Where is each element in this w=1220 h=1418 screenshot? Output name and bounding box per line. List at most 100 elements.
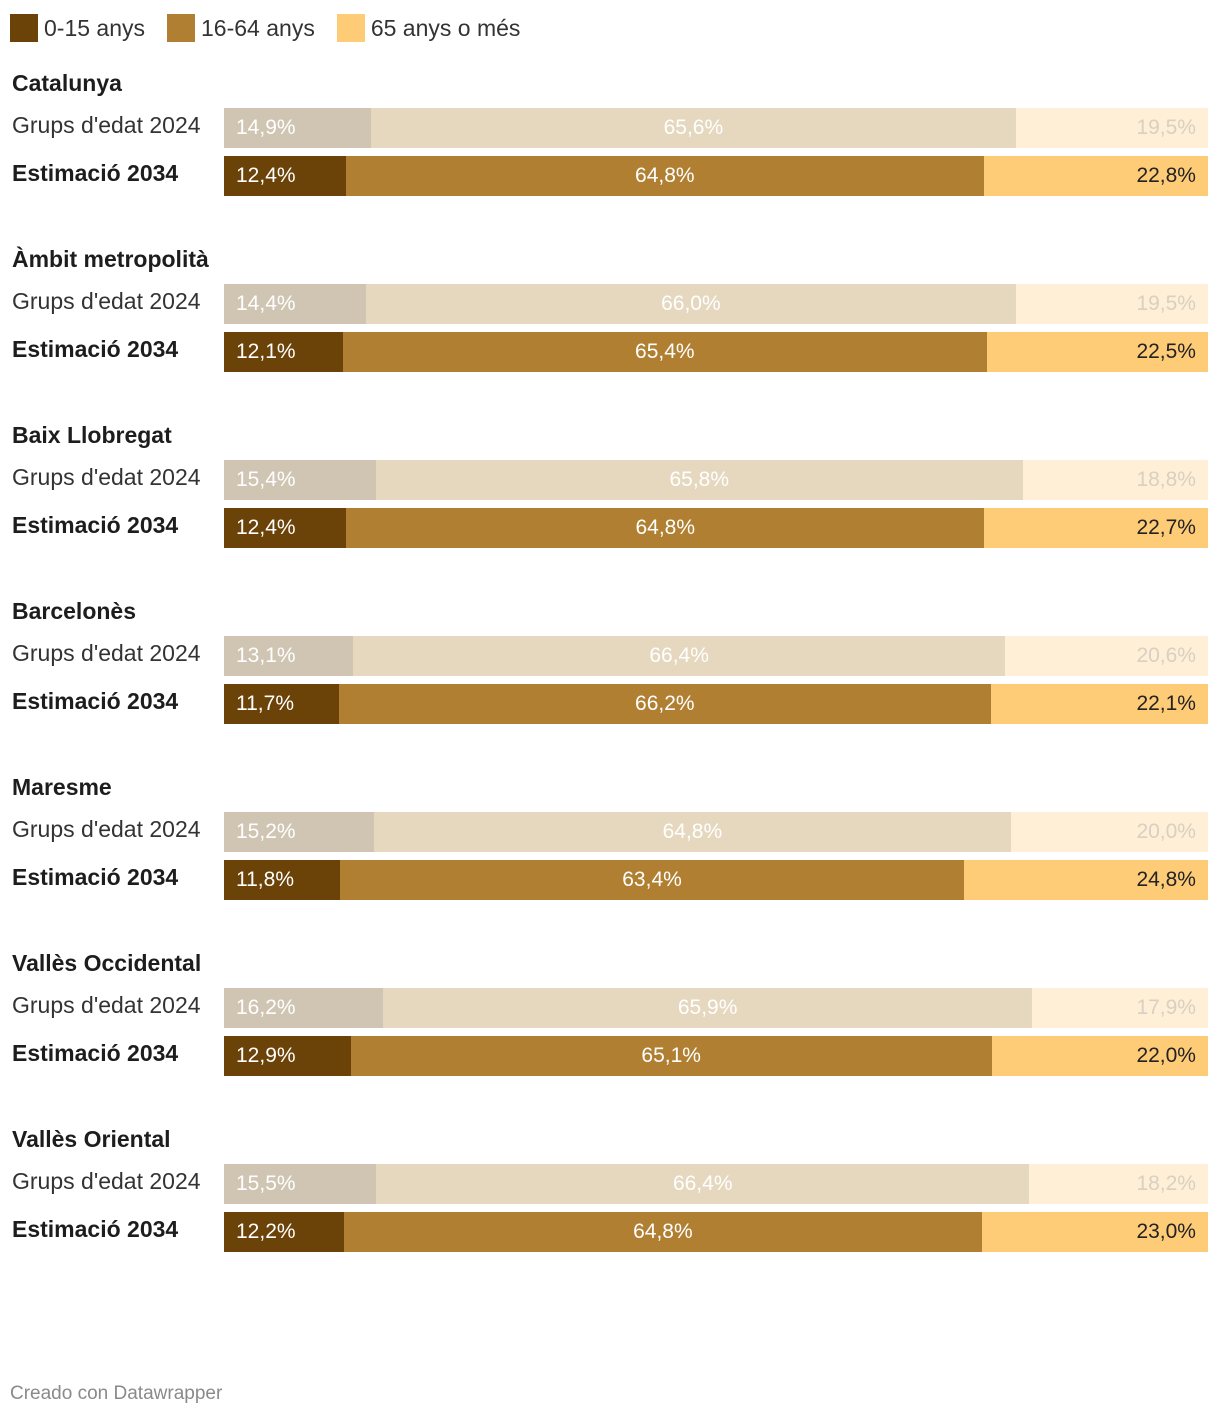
group-title-barcelones: Barcelonès xyxy=(12,598,137,624)
bar-segment-16-64[interactable]: 66,2% xyxy=(339,684,991,724)
bar-segment-65-plus[interactable]: 22,8% xyxy=(983,156,1208,196)
bar-segment-16-64[interactable]: 65,6% xyxy=(370,108,1017,148)
bar-segment-0-15[interactable]: 12,2% xyxy=(224,1212,345,1252)
bar-segment-65-plus[interactable]: 22,1% xyxy=(990,684,1208,724)
bar-segment-0-15[interactable]: 15,2% xyxy=(224,812,374,852)
data-label: 64,8% xyxy=(662,820,723,843)
bar-segment-0-15[interactable]: 14,4% xyxy=(224,284,366,324)
row-ambit-metropolita-estimate: Estimació 2034 12,1% 65,4% 22,5% xyxy=(0,332,1220,372)
data-label: 22,1% xyxy=(1136,692,1196,715)
row-catalunya-baseline: Grups d'edat 2024 14,9% 65,6% 19,5% xyxy=(0,108,1220,148)
data-label: 64,8% xyxy=(635,516,696,539)
data-label: 12,4% xyxy=(236,164,296,187)
legend-item-0-15: 0-15 anys xyxy=(10,14,145,42)
row-barcelones-baseline: Grups d'edat 2024 13,1% 66,4% 20,6% xyxy=(0,636,1220,676)
row-valles-occidental-estimate: Estimació 2034 12,9% 65,1% 22,0% xyxy=(0,1036,1220,1076)
bar-segment-65-plus[interactable]: 18,8% xyxy=(1023,460,1208,500)
row-label-baseline: Grups d'edat 2024 xyxy=(12,464,201,490)
bar-catalunya-estimate[interactable]: 12,4% 64,8% 22,8% xyxy=(224,156,1208,196)
row-label-baseline: Grups d'edat 2024 xyxy=(12,640,201,666)
bar-segment-16-64[interactable]: 65,8% xyxy=(375,460,1023,500)
bar-segment-0-15[interactable]: 12,1% xyxy=(224,332,344,372)
bar-segment-16-64[interactable]: 65,4% xyxy=(343,332,987,372)
bar-valles-oriental-baseline[interactable]: 15,5% 66,4% 18,2% xyxy=(224,1164,1208,1204)
data-label: 20,6% xyxy=(1136,644,1196,667)
bar-segment-65-plus[interactable]: 19,5% xyxy=(1016,108,1208,148)
data-label: 64,8% xyxy=(635,164,695,187)
bar-maresme-estimate[interactable]: 11,8% 63,4% 24,8% xyxy=(224,860,1208,900)
bar-barcelones-baseline[interactable]: 13,1% 66,4% 20,6% xyxy=(224,636,1208,676)
bar-maresme-baseline[interactable]: 15,2% 64,8% 20,0% xyxy=(224,812,1208,852)
row-valles-oriental-baseline: Grups d'edat 2024 15,5% 66,4% 18,2% xyxy=(0,1164,1220,1204)
data-label: 65,9% xyxy=(677,996,738,1019)
data-label: 66,4% xyxy=(649,644,709,667)
bar-segment-65-plus[interactable]: 20,0% xyxy=(1011,812,1208,852)
bar-segment-65-plus[interactable]: 22,5% xyxy=(986,332,1208,372)
data-label: 12,9% xyxy=(236,1044,296,1067)
row-label-baseline: Grups d'edat 2024 xyxy=(12,992,201,1018)
group-title-maresme: Maresme xyxy=(12,774,112,800)
data-label: 22,0% xyxy=(1136,1044,1196,1067)
bar-segment-16-64[interactable]: 64,8% xyxy=(346,156,984,196)
bar-ambit-metropolita-estimate[interactable]: 12,1% 65,4% 22,5% xyxy=(224,332,1208,372)
row-label-estimate: Estimació 2034 xyxy=(12,336,179,362)
legend-swatch-0-15 xyxy=(10,14,38,42)
bar-segment-16-64[interactable]: 64,8% xyxy=(344,1212,982,1252)
data-label: 22,5% xyxy=(1136,340,1196,363)
bar-segment-16-64[interactable]: 64,8% xyxy=(373,812,1012,852)
data-label: 66,4% xyxy=(672,1172,733,1195)
data-label: 66,2% xyxy=(635,692,695,715)
bar-segment-0-15[interactable]: 11,7% xyxy=(224,684,340,724)
bar-segment-16-64[interactable]: 64,8% xyxy=(346,508,985,548)
bar-baix-llobregat-baseline[interactable]: 15,4% 65,8% 18,8% xyxy=(224,460,1208,500)
bar-segment-65-plus[interactable]: 22,0% xyxy=(991,1036,1208,1076)
bar-catalunya-baseline[interactable]: 14,9% 65,6% 19,5% xyxy=(224,108,1208,148)
bar-segment-65-plus[interactable]: 18,2% xyxy=(1029,1164,1208,1204)
bar-segment-16-64[interactable]: 66,4% xyxy=(376,1164,1030,1204)
bar-segment-65-plus[interactable]: 24,8% xyxy=(963,860,1208,900)
data-label: 64,8% xyxy=(633,1220,693,1243)
bar-segment-0-15[interactable]: 15,4% xyxy=(224,460,376,500)
bar-segment-0-15[interactable]: 11,8% xyxy=(224,860,341,900)
bar-barcelones-estimate[interactable]: 11,7% 66,2% 22,1% xyxy=(224,684,1208,724)
row-label-baseline: Grups d'edat 2024 xyxy=(12,816,201,842)
legend-swatch-65-plus xyxy=(336,14,365,42)
bar-segment-16-64[interactable]: 66,4% xyxy=(352,636,1006,676)
row-barcelones-estimate: Estimació 2034 11,7% 66,2% 22,1% xyxy=(0,684,1220,724)
group-title-baix-llobregat: Baix Llobregat xyxy=(12,422,172,448)
bar-segment-65-plus[interactable]: 23,0% xyxy=(981,1212,1208,1252)
bar-baix-llobregat-estimate[interactable]: 12,4% 64,8% 22,7% xyxy=(224,508,1208,548)
bar-segment-65-plus[interactable]: 19,5% xyxy=(1015,284,1208,324)
bar-segment-16-64[interactable]: 65,1% xyxy=(350,1036,992,1076)
data-label: 12,1% xyxy=(236,340,296,363)
bar-segment-65-plus[interactable]: 22,7% xyxy=(984,508,1208,548)
row-label-estimate: Estimació 2034 xyxy=(12,1216,179,1242)
footer-credit[interactable]: Creado con Datawrapper xyxy=(10,1383,223,1404)
row-valles-occidental-baseline: Grups d'edat 2024 16,2% 65,9% 17,9% xyxy=(0,988,1220,1028)
bar-segment-65-plus[interactable]: 20,6% xyxy=(1005,636,1208,676)
bar-segment-0-15[interactable]: 15,5% xyxy=(224,1164,377,1204)
group-title-ambit-metropolita: Àmbit metropolità xyxy=(12,246,209,272)
bar-segment-16-64[interactable]: 63,4% xyxy=(340,860,964,900)
row-label-baseline: Grups d'edat 2024 xyxy=(12,288,201,314)
bar-segment-0-15[interactable]: 13,1% xyxy=(224,636,353,676)
data-label: 23,0% xyxy=(1136,1220,1196,1243)
bar-valles-occidental-baseline[interactable]: 16,2% 65,9% 17,9% xyxy=(224,988,1208,1028)
bar-segment-0-15[interactable]: 12,9% xyxy=(224,1036,351,1076)
data-label: 18,2% xyxy=(1136,1172,1196,1195)
bar-segment-0-15[interactable]: 12,4% xyxy=(224,508,347,548)
bar-segment-0-15[interactable]: 12,4% xyxy=(224,156,347,196)
bar-segment-16-64[interactable]: 66,0% xyxy=(365,284,1016,324)
legend-label-0-15: 0-15 anys xyxy=(44,14,146,41)
bar-valles-occidental-estimate[interactable]: 12,9% 65,1% 22,0% xyxy=(224,1036,1208,1076)
bar-segment-0-15[interactable]: 16,2% xyxy=(224,988,384,1028)
bar-segment-65-plus[interactable]: 17,9% xyxy=(1031,988,1208,1028)
bar-valles-oriental-estimate[interactable]: 12,2% 64,8% 23,0% xyxy=(224,1212,1208,1252)
bar-segment-0-15[interactable]: 14,9% xyxy=(224,108,371,148)
row-maresme-baseline: Grups d'edat 2024 15,2% 64,8% 20,0% xyxy=(0,812,1220,852)
bar-ambit-metropolita-baseline[interactable]: 14,4% 66,0% 19,5% xyxy=(224,284,1208,324)
data-label: 16,2% xyxy=(236,996,296,1019)
row-label-baseline: Grups d'edat 2024 xyxy=(12,112,201,138)
data-label: 22,8% xyxy=(1136,164,1196,187)
bar-segment-16-64[interactable]: 65,9% xyxy=(383,988,1032,1028)
